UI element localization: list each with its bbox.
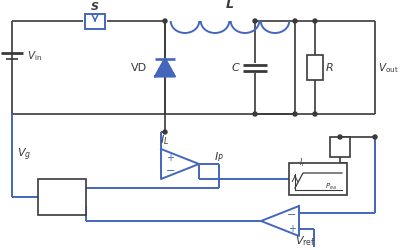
Text: C: C (231, 63, 239, 73)
Text: +: + (288, 223, 296, 233)
Text: Q: Q (48, 192, 56, 202)
Text: +: + (166, 152, 174, 162)
Circle shape (163, 130, 167, 134)
Circle shape (313, 20, 317, 24)
Circle shape (338, 136, 342, 140)
Text: S: S (69, 201, 75, 211)
Text: R: R (326, 63, 334, 73)
Circle shape (253, 20, 257, 24)
Text: −: − (287, 209, 297, 219)
Bar (38, 179, 86, 215)
Polygon shape (261, 206, 299, 236)
Text: $I_r$: $I_r$ (299, 156, 306, 168)
Text: L: L (226, 0, 234, 11)
Bar (289, 163, 347, 195)
Polygon shape (155, 59, 175, 77)
Text: $V_g$: $V_g$ (17, 146, 31, 162)
Circle shape (293, 20, 297, 24)
Text: $I_P$: $I_P$ (214, 150, 224, 163)
Text: VD: VD (131, 63, 147, 73)
Text: $P_{ea}$: $P_{ea}$ (325, 181, 337, 191)
Circle shape (253, 112, 257, 116)
Circle shape (313, 112, 317, 116)
Polygon shape (161, 150, 199, 179)
Text: −: − (166, 165, 175, 175)
Bar (85, 14, 105, 30)
Circle shape (293, 112, 297, 116)
Bar (307, 56, 323, 81)
Text: $V_{\rm ref}$: $V_{\rm ref}$ (295, 233, 315, 247)
Circle shape (163, 20, 167, 24)
Text: $V_{\rm in}$: $V_{\rm in}$ (27, 50, 42, 63)
Bar (330, 138, 350, 157)
Circle shape (373, 136, 377, 140)
Text: $\times$: $\times$ (335, 141, 345, 154)
Text: S: S (91, 2, 99, 12)
Text: $V_{\rm out}$: $V_{\rm out}$ (378, 61, 399, 75)
Text: R: R (68, 183, 76, 193)
Text: $I_L$: $I_L$ (160, 132, 169, 146)
